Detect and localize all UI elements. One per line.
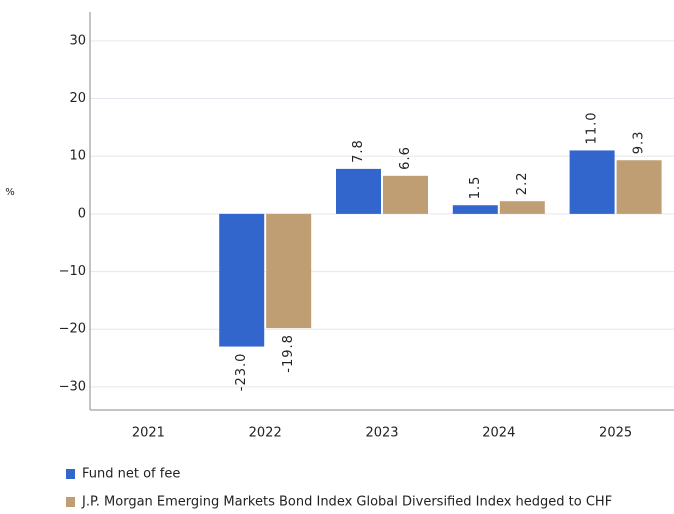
x-tick-label: 2024 — [482, 426, 515, 441]
y-tick-label: −10 — [59, 264, 86, 279]
data-label: -19.8 — [281, 334, 296, 373]
legend-label: Fund net of fee — [82, 467, 180, 482]
y-axis-label: % — [5, 187, 15, 198]
bar — [616, 160, 662, 214]
y-tick-label: 20 — [69, 91, 86, 106]
legend-swatch — [66, 497, 75, 507]
bar — [336, 168, 381, 214]
x-tick-label: 2022 — [249, 426, 282, 441]
bar — [499, 201, 545, 214]
data-label: -23.0 — [234, 353, 249, 392]
legend-swatch — [66, 469, 75, 479]
data-label: 11.0 — [585, 111, 600, 144]
data-label: 1.5 — [468, 176, 483, 200]
y-tick-label: 0 — [78, 206, 86, 221]
y-tick-label: −20 — [59, 322, 86, 337]
data-label: 2.2 — [515, 172, 530, 196]
bar — [383, 175, 428, 214]
x-tick-label: 2025 — [599, 426, 632, 441]
legend-label: J.P. Morgan Emerging Markets Bond Index … — [81, 495, 612, 510]
bar — [219, 213, 265, 347]
y-tick-label: 10 — [69, 149, 86, 164]
data-label: 7.8 — [351, 139, 366, 163]
y-tick-label: 30 — [69, 33, 86, 48]
data-label: 9.3 — [632, 131, 647, 155]
x-tick-label: 2021 — [132, 426, 165, 441]
bar — [266, 213, 312, 329]
data-label: 6.6 — [398, 146, 413, 170]
x-tick-label: 2023 — [365, 426, 398, 441]
bar — [569, 150, 615, 214]
y-tick-label: −30 — [59, 379, 86, 394]
bar — [452, 205, 498, 214]
